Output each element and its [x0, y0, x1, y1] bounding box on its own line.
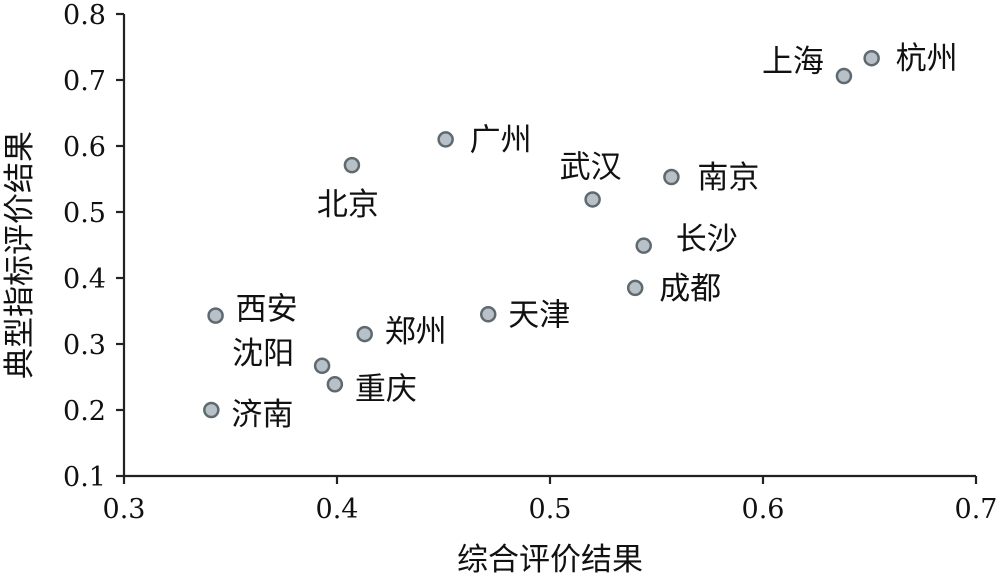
point-label: 杭州	[896, 41, 958, 77]
point-label: 沈阳	[232, 336, 294, 372]
data-point	[863, 49, 880, 67]
data-point	[343, 156, 361, 174]
data-point	[835, 67, 853, 85]
data-points	[203, 49, 880, 419]
point-label: 北京	[317, 187, 379, 223]
point-label: 重庆	[355, 371, 417, 407]
data-point	[326, 376, 344, 393]
data-point	[356, 325, 373, 343]
point-label: 武汉	[560, 149, 622, 185]
data-point	[207, 307, 224, 324]
point-label: 西安	[236, 292, 298, 328]
x-tick-label: 0.5	[529, 494, 572, 525]
x-tick-label: 0.4	[316, 494, 359, 525]
y-tick-label: 0.4	[63, 264, 106, 295]
x-axis-title: 综合评价结果	[457, 542, 643, 578]
data-point	[479, 306, 497, 323]
y-tick-label: 0.3	[63, 330, 106, 361]
data-point	[313, 357, 331, 375]
y-tick-label: 0.8	[63, 0, 106, 31]
y-tick-label: 0.7	[63, 66, 106, 97]
data-point	[584, 191, 601, 208]
data-point	[203, 401, 220, 419]
point-label: 济南	[231, 397, 293, 433]
x-axis-ticks: 0.3 0.4 0.5 0.6 0.7	[103, 476, 998, 525]
point-label: 广州	[470, 122, 532, 158]
data-point	[635, 237, 652, 254]
x-tick-label: 0.3	[103, 494, 146, 525]
y-axis-ticks: 0.1 0.2 0.3 0.4 0.5 0.6 0.7 0.8	[63, 0, 124, 493]
y-tick-label: 0.6	[63, 132, 106, 163]
point-label: 郑州	[385, 314, 447, 350]
y-tick-label: 0.1	[63, 462, 106, 493]
y-tick-label: 0.2	[63, 396, 106, 427]
data-point	[437, 131, 454, 148]
point-label: 南京	[697, 160, 759, 196]
y-tick-label: 0.5	[63, 198, 106, 229]
y-axis-title: 典型指标评价结果	[2, 131, 38, 379]
point-label: 上海	[762, 44, 824, 80]
data-point	[663, 168, 680, 186]
x-tick-label: 0.6	[742, 494, 785, 525]
point-label: 成都	[659, 271, 721, 307]
x-tick-label: 0.7	[955, 494, 998, 525]
point-label: 天津	[508, 297, 570, 333]
point-label: 长沙	[676, 222, 738, 258]
data-point	[626, 279, 644, 297]
